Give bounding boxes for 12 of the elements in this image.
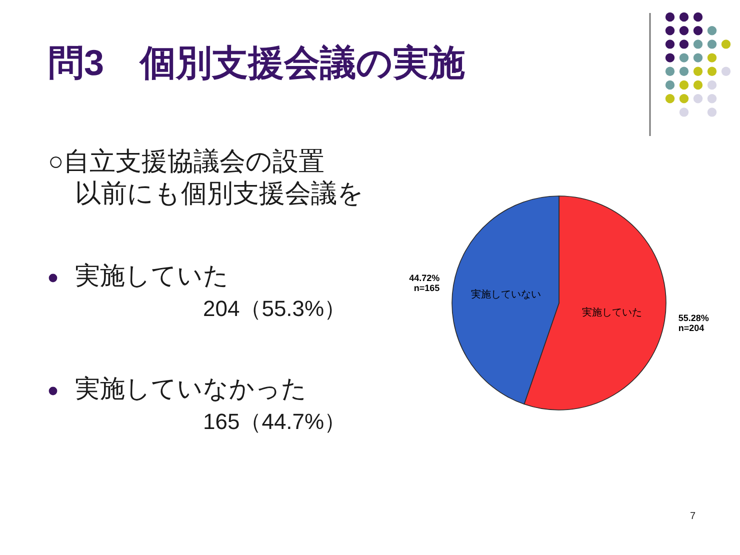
slice-label: 実施していない	[471, 290, 542, 301]
annotation: 実施していた	[75, 262, 229, 290]
annotation: 以前にも個別支援会議を	[75, 178, 364, 208]
annotation: ○自立支援協議会の設置	[48, 146, 325, 176]
annotation: 204（55.3%）	[203, 296, 346, 321]
value-label: 44.72% n=165	[409, 273, 440, 294]
annotation: 実施していなかった	[75, 375, 307, 403]
slice-label: 実施していた	[582, 307, 642, 318]
value-label: 55.28% n=204	[678, 312, 709, 333]
annotation: 165（44.7%）	[203, 409, 346, 434]
title: 問3 個別支援会議の実施	[48, 42, 466, 83]
annotation: 7	[690, 511, 696, 522]
